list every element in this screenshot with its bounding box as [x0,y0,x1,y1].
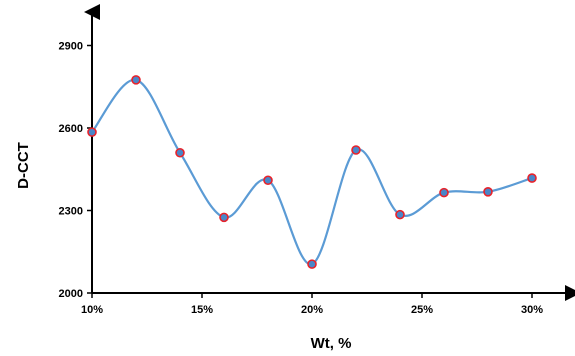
x-tick-label: 15% [191,304,213,316]
data-point [395,209,405,220]
data-point [439,187,449,198]
series-line [91,78,533,266]
data-point [351,145,361,155]
data-point [219,212,229,223]
y-axis-title: D-CCT [15,142,32,189]
data-point [87,127,97,137]
x-tick-label: 20% [301,304,323,316]
x-axis-title: Wt, % [311,335,352,352]
data-point [483,187,493,197]
y-tick-label: 2000 [59,288,83,300]
data-point [263,175,273,186]
data-point [527,173,537,183]
y-tick-label: 2600 [59,123,83,135]
x-tick-label: 10% [81,304,103,316]
x-tick-label: 25% [411,304,433,316]
x-tick-label: 30% [521,304,543,316]
labels-layer: 2000 2300 2600 2900 10% 15% 20% 25% 30% [59,41,544,317]
axes [84,4,575,301]
y-tick-label: 2900 [59,41,83,53]
y-tick-label: 2300 [59,206,83,218]
data-point [131,75,141,85]
data-point [307,259,317,269]
series-layer [87,75,537,269]
data-point [175,147,185,158]
